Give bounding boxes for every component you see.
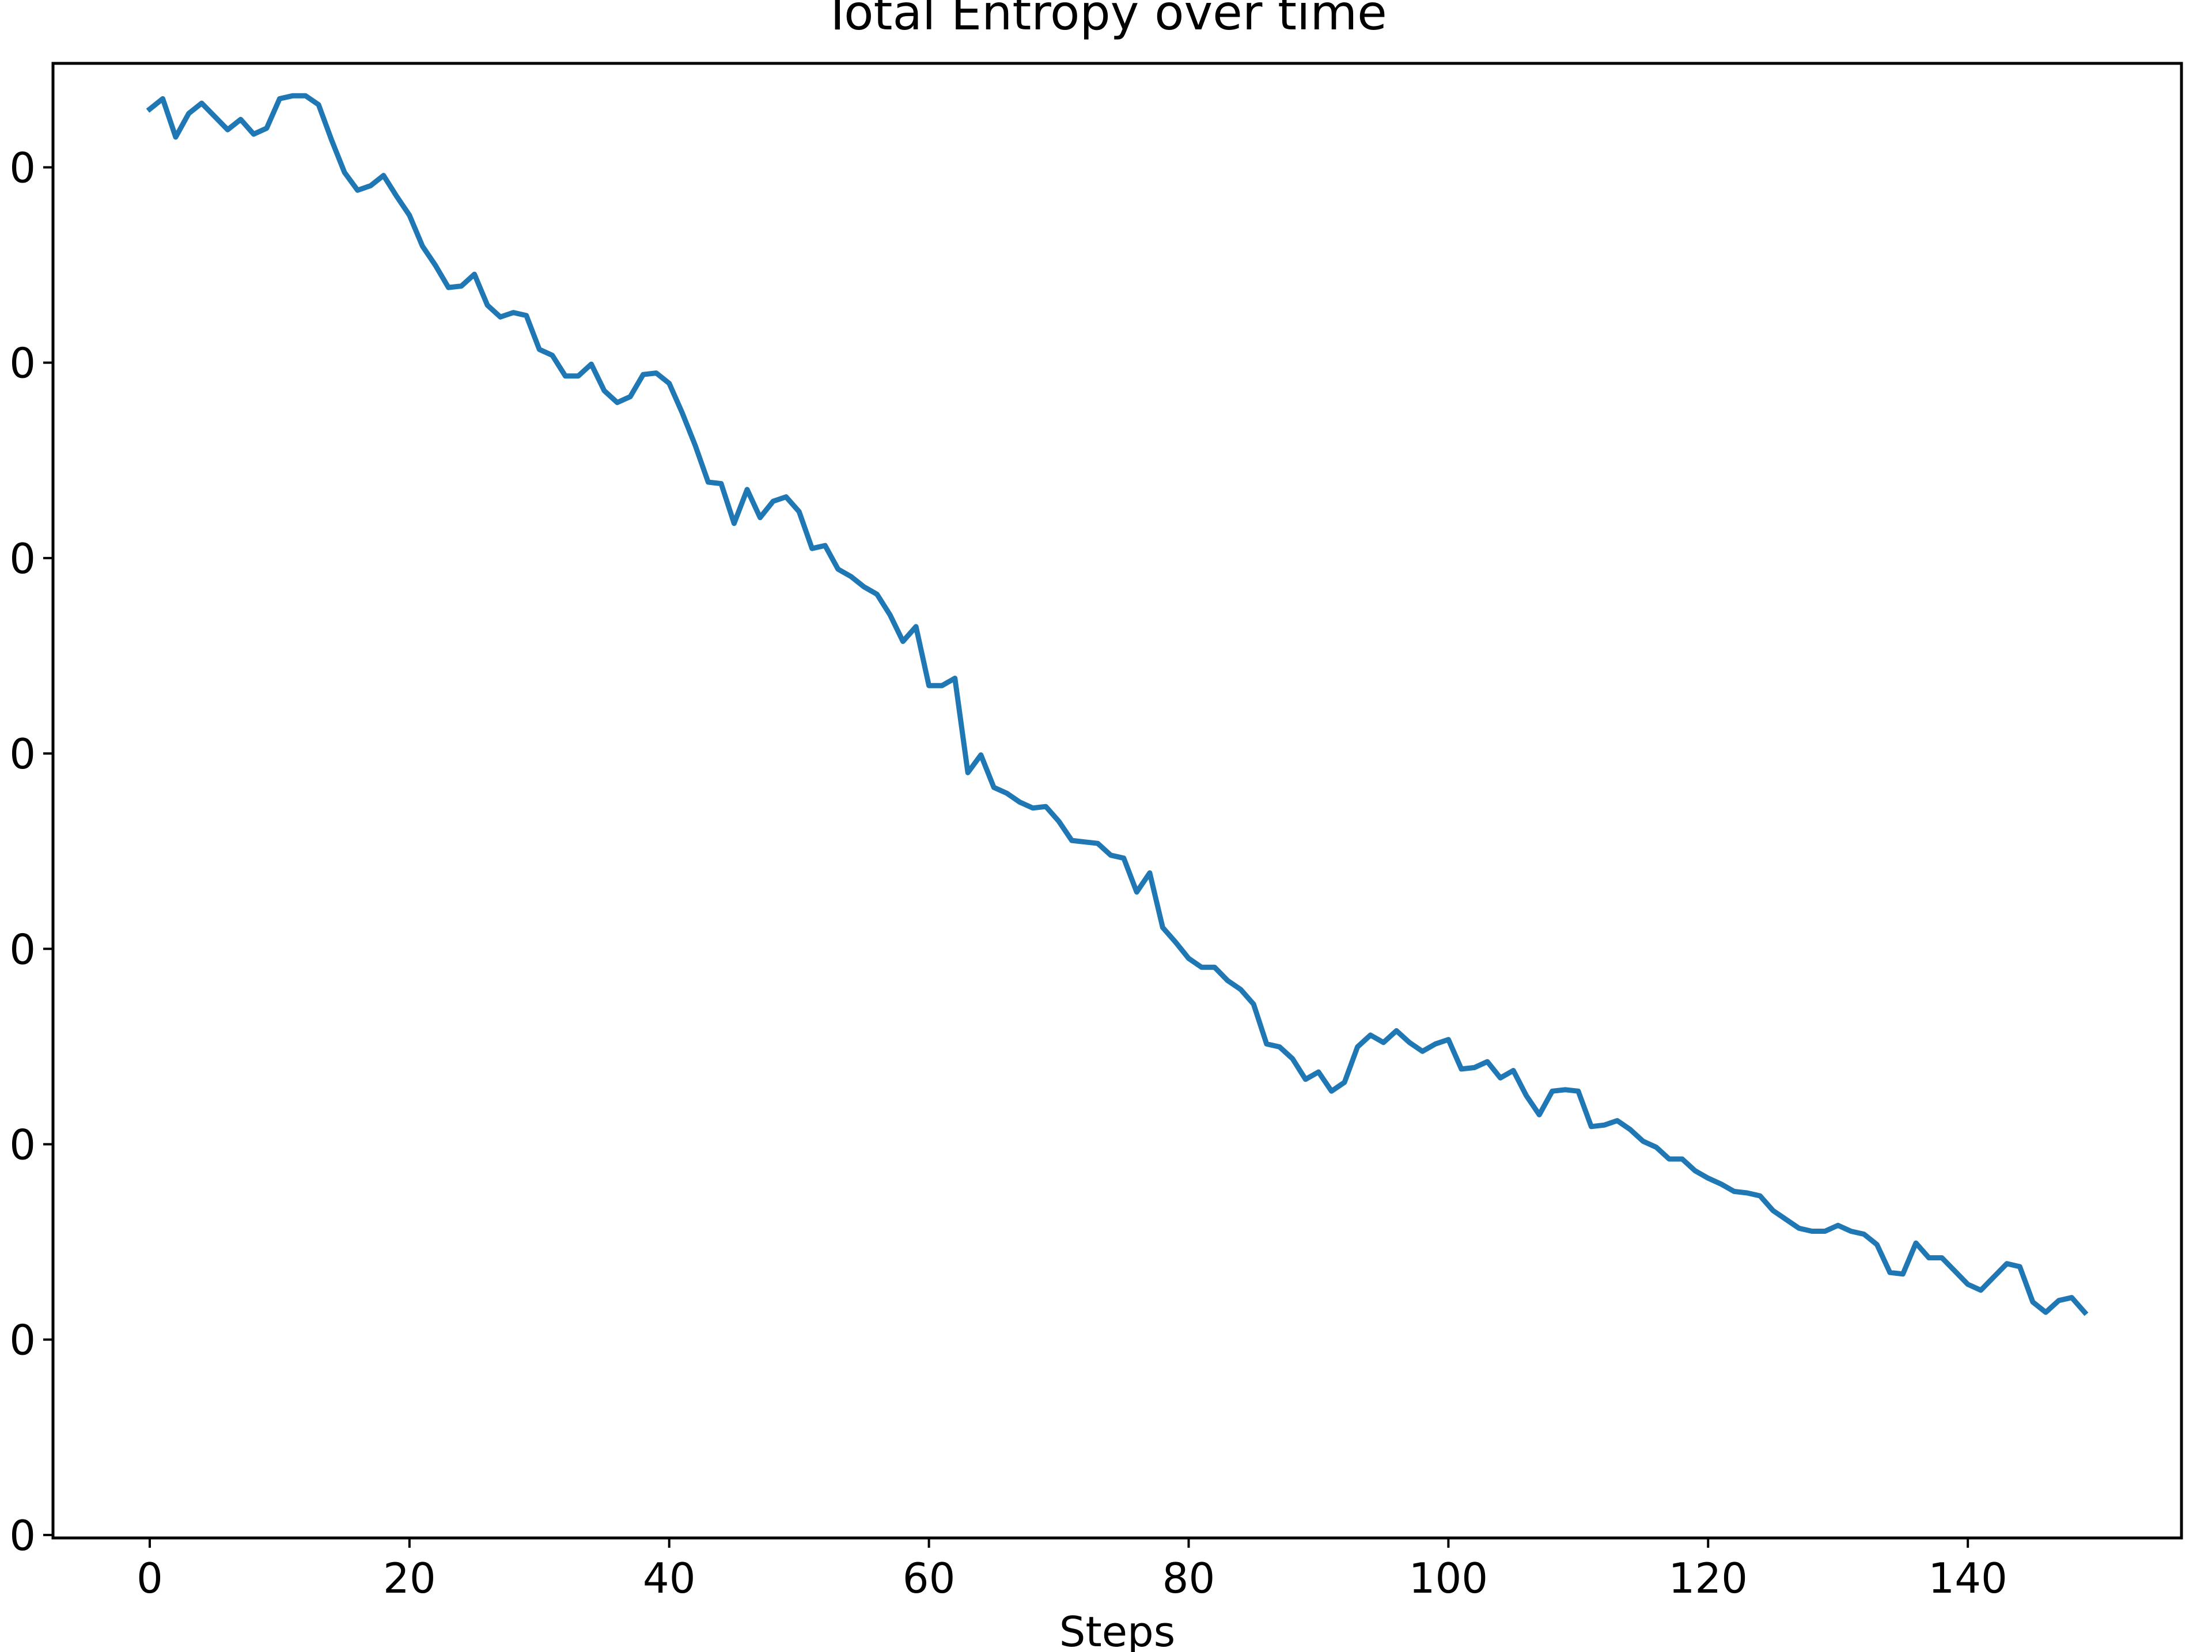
y-tick-label: 0 [9,730,36,778]
y-tick-label: 0 [9,535,36,583]
y-tick-label: 0 [9,143,36,192]
x-tick-label: 20 [383,1554,436,1602]
y-tick-label: 0 [9,1316,36,1365]
x-axis-ticks: 0 20 40 60 80 100 120 140 [137,1538,2008,1602]
x-tick-label: 60 [903,1554,956,1602]
entropy-series-line [146,93,2089,1316]
plot-area [146,93,2089,1316]
x-tick-label: 80 [1162,1554,1215,1602]
x-tick-label: 100 [1409,1554,1488,1602]
y-axis-ticks: 0 0 0 0 0 0 0 0 [9,143,53,1560]
y-tick-label: 0 [9,1120,36,1169]
y-tick-label: 0 [9,1511,36,1560]
x-tick-label: 0 [137,1554,163,1602]
x-axis-label: Steps [1059,1608,1175,1652]
y-tick-label: 0 [9,925,36,973]
x-tick-label: 140 [1928,1554,2007,1602]
plot-frame [51,62,2183,1540]
chart-title: Total Entropy over time [822,0,1387,41]
x-tick-label: 120 [1669,1554,1748,1602]
y-tick-label: 0 [9,339,36,388]
x-tick-label: 40 [643,1554,696,1602]
